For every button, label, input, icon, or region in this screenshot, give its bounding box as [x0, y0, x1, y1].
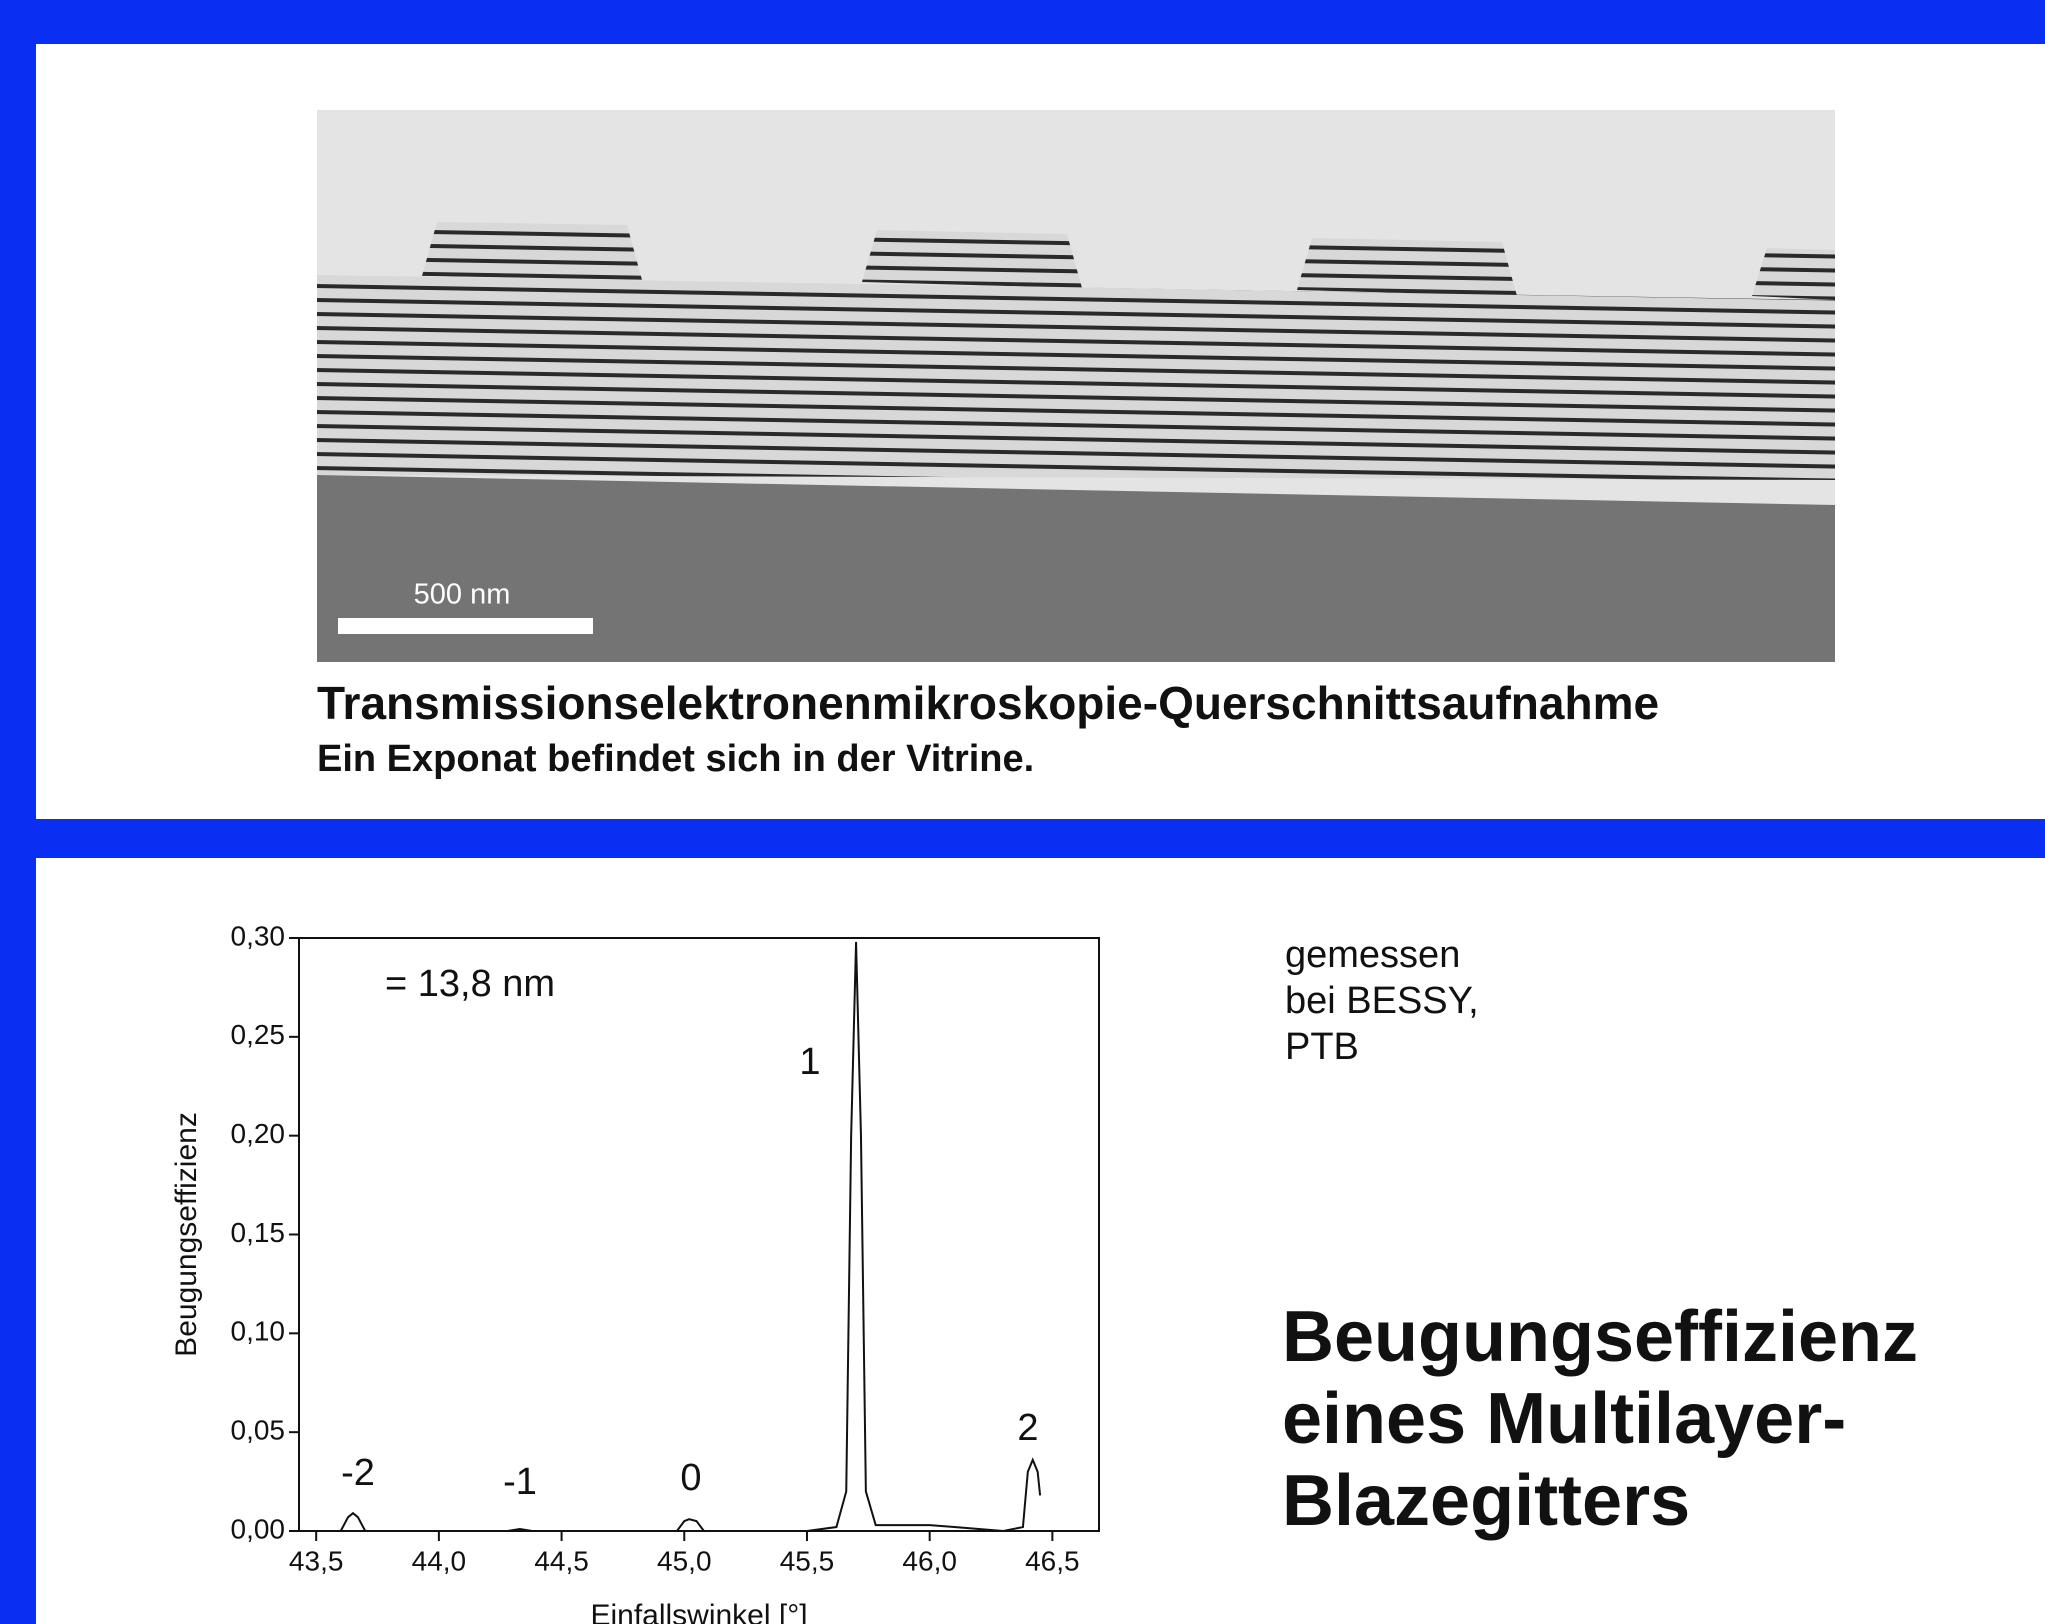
heading-line: Blazegitters	[1282, 1460, 1918, 1542]
annotation: -1	[503, 1461, 537, 1503]
caption-title: Transmissionselektronenmikroskopie-Quers…	[317, 676, 1659, 730]
annotation: 1	[799, 1041, 820, 1083]
y-tick-label: 0,20	[231, 1118, 286, 1149]
annotation: -2	[341, 1452, 375, 1494]
x-tick-label: 46,5	[1025, 1545, 1080, 1576]
scale-label: 500 nm	[414, 579, 511, 611]
x-tick-label: 43,5	[289, 1545, 344, 1576]
x-tick-label: 44,5	[534, 1545, 589, 1576]
x-tick-label: 45,0	[657, 1545, 712, 1576]
page: {"image": {"scale_label": "500 nm"}, "ca…	[0, 0, 2045, 1624]
y-tick-label: 0,10	[231, 1316, 286, 1347]
plot-frame	[299, 938, 1099, 1531]
note-line: bei BESSY,	[1285, 978, 1479, 1024]
y-tick-label: 0,25	[231, 1019, 286, 1050]
x-axis-label: Einfallswinkel [°]	[590, 1599, 807, 1624]
y-tick-label: 0,15	[231, 1217, 286, 1248]
note: gemessen bei BESSY, PTB	[1285, 932, 1479, 1070]
annotation: 0	[680, 1457, 701, 1499]
annotation: 2	[1017, 1407, 1038, 1449]
x-tick-label: 44,0	[412, 1545, 467, 1576]
heading: Beugungseffizienz eines Multilayer- Blaz…	[1282, 1296, 1918, 1542]
y-tick-label: 0,30	[231, 920, 286, 951]
heading-line: eines Multilayer-	[1282, 1378, 1918, 1460]
tem-image: 500 nm	[317, 110, 1835, 662]
x-tick-label: 46,0	[902, 1545, 957, 1576]
x-tick-label: 45,5	[780, 1545, 835, 1576]
heading-line: Beugungseffizienz	[1282, 1296, 1918, 1378]
note-line: gemessen	[1285, 932, 1479, 978]
note-line: PTB	[1285, 1024, 1479, 1070]
y-tick-label: 0,05	[231, 1415, 286, 1446]
line	[299, 942, 1040, 1531]
annotation: = 13,8 nm	[385, 963, 555, 1005]
y-tick-label: 0,00	[231, 1513, 286, 1544]
y-axis-label: Beugungseffizienz	[170, 1112, 203, 1357]
chart: 0,00 0,05 0,10 0,15 0,20 0,25 0,30 43,5 44,0 44,5…	[0, 858, 1250, 1624]
caption-subtitle: Ein Exponat befindet sich in der Vitrine…	[317, 738, 1034, 781]
